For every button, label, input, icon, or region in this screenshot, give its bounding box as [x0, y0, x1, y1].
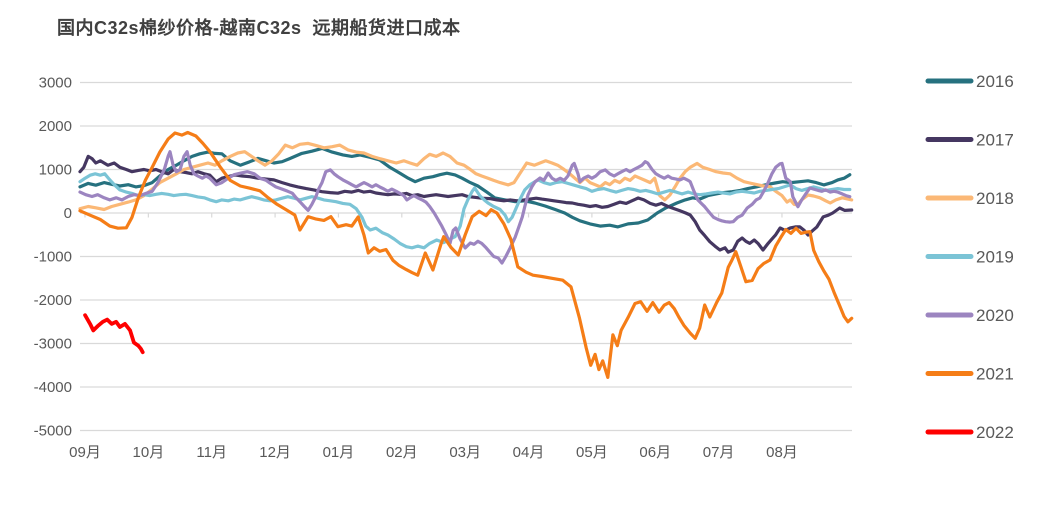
x-axis-label: 11月 — [196, 444, 227, 461]
legend-label-2021: 2021 — [976, 365, 1014, 384]
y-axis-label: 0 — [64, 205, 72, 222]
y-axis-label: 1000 — [39, 162, 72, 179]
y-axis-label: -5000 — [34, 423, 72, 440]
series-line-2019 — [78, 172, 852, 250]
x-axis-label: 08月 — [766, 444, 798, 461]
series-line-2022 — [83, 313, 145, 355]
legend-label-2019: 2019 — [976, 248, 1014, 267]
x-axis-label: 09月 — [69, 444, 101, 461]
x-axis-label: 06月 — [639, 444, 671, 461]
legend-label-2016: 2016 — [976, 72, 1014, 91]
legend-label-2017: 2017 — [976, 131, 1014, 150]
x-axis-label: 12月 — [259, 444, 291, 461]
series-line-2018 — [78, 141, 854, 212]
x-axis-label: 10月 — [133, 444, 165, 461]
series-line-2017 — [78, 154, 854, 254]
x-axis-label: 01月 — [323, 444, 355, 461]
legend-label-2022: 2022 — [976, 423, 1014, 442]
x-axis-label: 02月 — [386, 444, 418, 461]
y-axis-label: 3000 — [39, 75, 72, 92]
series-line-2021 — [78, 130, 854, 379]
y-axis-label: -3000 — [34, 336, 72, 353]
y-axis-label: -1000 — [34, 249, 72, 266]
x-axis-label: 03月 — [449, 444, 481, 461]
y-axis-label: -2000 — [34, 292, 72, 309]
y-axis-label: -4000 — [34, 379, 72, 396]
x-axis-label: 04月 — [513, 444, 545, 461]
chart-title: 国内C32s棉纱价格-越南C32s 远期船货进口成本 — [57, 18, 461, 38]
series-line-2020 — [78, 150, 852, 265]
legend-label-2020: 2020 — [976, 306, 1014, 325]
x-axis-label: 05月 — [576, 444, 608, 461]
y-axis-label: 2000 — [39, 118, 72, 135]
legend-label-2018: 2018 — [976, 189, 1014, 208]
x-axis-label: 07月 — [703, 444, 735, 461]
